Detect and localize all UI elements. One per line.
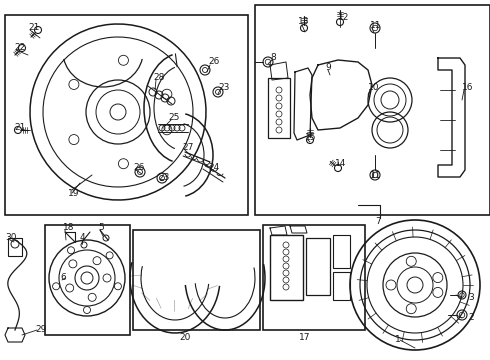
Text: 15: 15 (305, 134, 317, 143)
Text: 5: 5 (98, 224, 104, 233)
Text: 24: 24 (208, 163, 219, 172)
Text: 11: 11 (370, 21, 382, 30)
Bar (133, 230, 260, 330)
Text: 26: 26 (208, 58, 220, 67)
Bar (263, 225, 365, 330)
Text: 29: 29 (35, 325, 47, 334)
Bar (333, 235, 350, 268)
Bar (8, 238, 22, 256)
Text: 27: 27 (182, 144, 194, 153)
Text: 3: 3 (468, 293, 474, 302)
Bar (333, 272, 350, 300)
Text: 1: 1 (395, 336, 401, 345)
Bar (45, 225, 130, 335)
Text: 17: 17 (299, 333, 311, 342)
Text: 7: 7 (375, 217, 381, 226)
Text: 8: 8 (270, 54, 276, 63)
Text: 30: 30 (5, 234, 17, 243)
Text: 13: 13 (298, 18, 310, 27)
Bar (306, 238, 330, 295)
Text: 9: 9 (325, 63, 331, 72)
Text: 21: 21 (28, 23, 39, 32)
Bar (268, 78, 290, 138)
Bar (5, 15, 248, 215)
Text: 2: 2 (468, 314, 474, 323)
Text: 12: 12 (338, 13, 349, 22)
Bar (270, 235, 303, 300)
Text: 23: 23 (218, 84, 229, 93)
Text: 21: 21 (14, 123, 25, 132)
Bar (255, 5, 490, 215)
Text: 18: 18 (63, 224, 74, 233)
Text: 23: 23 (158, 174, 170, 183)
Text: 6: 6 (60, 274, 66, 283)
Text: 28: 28 (153, 73, 164, 82)
Text: 19: 19 (68, 189, 79, 198)
Text: 20: 20 (179, 333, 191, 342)
Text: 25: 25 (168, 113, 179, 122)
Text: 16: 16 (462, 84, 473, 93)
Text: 10: 10 (368, 84, 379, 93)
Text: 4: 4 (80, 234, 86, 243)
Text: 22: 22 (14, 44, 25, 53)
Text: 14: 14 (335, 158, 346, 167)
Text: 26: 26 (133, 163, 145, 172)
Text: 11: 11 (370, 171, 382, 180)
